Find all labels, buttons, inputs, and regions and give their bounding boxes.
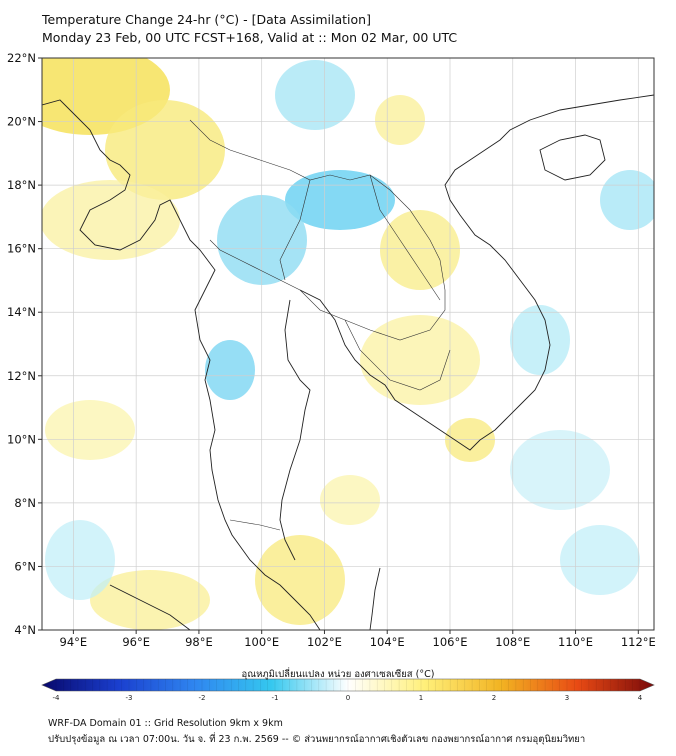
longitude-ticks: 94°E 96°E 98°E 100°E 102°E 104°E 106°E 108°E 110… [60,630,656,649]
cool-region-east [600,170,654,230]
warm-region-malaysia [255,535,345,625]
hainan-island [539,134,606,181]
colorbar: -4 -3 -2 -1 0 1 2 3 4 [41,678,655,702]
cool-region-southeast [560,525,640,595]
coastline-east [299,94,654,451]
map-frame [41,57,655,631]
thailand-laos-border [189,119,446,341]
lon-tick-label: 96°E [122,635,150,649]
cool-region-vietnam-coast [510,305,570,375]
warm-region-north [375,95,425,145]
colorbar-tick-label: 1 [419,694,423,702]
cambodia-border [344,319,451,391]
colorbar-tick-label: -3 [126,694,133,702]
warm-region-laos-south [380,210,460,290]
warm-region-west [45,400,135,460]
lon-tick-label: 104°E [370,635,405,649]
lon-tick-label: 112°E [621,635,656,649]
colorbar-label: อุณหภูมิเปลี่ยนแปลง หน่วย องศาเซลเซียส (… [241,669,435,680]
colorbar-tick-label: 3 [565,694,569,702]
warm-region-cambodia [360,315,480,405]
laos-vietnam-border [369,174,441,301]
latitude-ticks: 22°N 20°N 18°N 16°N 14°N 12°N 10°N 8°N 6°N 4°N [7,51,42,637]
lat-tick-label: 8°N [14,496,36,510]
lon-tick-label: 100°E [244,635,279,649]
lat-tick-label: 20°N [7,115,36,129]
warm-region-mekong [445,418,495,462]
colorbar-tick-label: 4 [638,694,643,702]
lon-tick-label: 94°E [60,635,88,649]
colorbar-ticks: -4 -3 -2 -1 0 1 2 3 4 [53,679,643,702]
lat-tick-label: 4°N [14,623,36,637]
warm-region-bay [42,180,180,260]
lon-tick-label: 110°E [558,635,593,649]
lat-tick-label: 6°N [14,559,36,573]
colorbar-tick-label: 0 [346,694,350,702]
colorbar-tick-label: -4 [53,694,61,702]
lon-tick-label: 106°E [433,635,468,649]
colorbar-tick-label: -1 [272,694,279,702]
colorbar-tick-label: 2 [492,694,496,702]
colorbar-tick-label: -2 [199,694,206,702]
warm-region-sumatra [90,570,210,630]
lon-tick-label: 98°E [185,635,213,649]
cool-region-andaman [205,340,255,400]
coastline-gulf [279,299,311,561]
coastlines [42,94,654,630]
lat-tick-label: 18°N [7,178,36,192]
lon-tick-label: 108°E [495,635,530,649]
lat-tick-label: 12°N [7,369,36,383]
thailand-myanmar-border [279,179,311,281]
colorbar-bar [41,678,655,692]
lat-tick-label: 14°N [7,305,36,319]
lat-tick-label: 22°N [7,51,36,65]
coastline-west [42,99,321,630]
warm-region-gulf [320,475,380,525]
borneo-coast [369,567,381,630]
cool-region-sea [510,430,610,510]
chart-title: Temperature Change 24-hr (°C) - [Data As… [42,12,371,27]
thailand-malaysia-border [229,519,281,531]
chart-subtitle: Monday 23 Feb, 00 UTC FCST+168, Valid at… [42,30,458,45]
cool-region-yunnan [275,60,355,130]
cool-region-southwest [45,520,115,600]
grid-lines [42,58,654,630]
lat-tick-label: 10°N [7,432,36,446]
footer-model-info: WRF-DA Domain 01 :: Grid Resolution 9km … [48,718,283,729]
footer-update-info: ปรับปรุงข้อมูล ณ เวลา 07:00น. วัน จ. ที่… [48,734,586,745]
lat-tick-label: 16°N [7,242,36,256]
country-borders [189,119,451,531]
lon-tick-label: 102°E [307,635,342,649]
sumatra-coast [109,584,191,630]
